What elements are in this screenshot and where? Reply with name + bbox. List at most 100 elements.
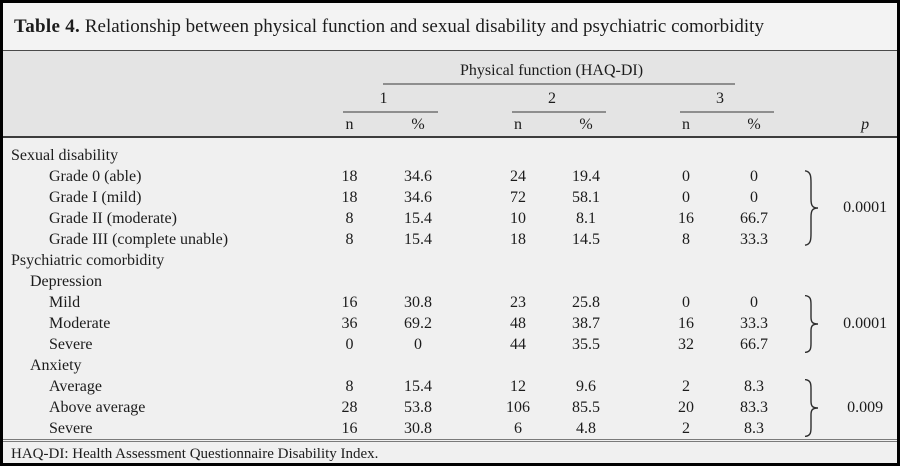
haq-level-1-header: 1 [315,85,452,113]
cell-pct1: 15.4 [404,230,432,248]
section-header-row: Sexual disability [3,137,897,166]
cell-pct1: 30.8 [404,419,432,437]
cell-n3: 0 [682,293,690,311]
cell-pct3: 33.3 [740,314,769,332]
subsection-label: Anxiety [30,356,82,374]
table-row: Severe 0 0 44 35.5 32 66.7 [3,334,897,355]
percent-column-header: % [384,113,452,138]
cell-n3: 0 [682,188,690,206]
p-value: 0.0001 [843,199,888,216]
cell-pct2: 9.6 [576,377,596,395]
empty-cell [833,85,897,113]
gap-cell [620,418,652,439]
cell-pct2: 85.5 [572,398,600,416]
cell-n1: 36 [341,314,358,332]
cell-pct3: 0 [750,293,759,311]
cell-pct3: 66.7 [740,209,769,227]
gap-cell [452,418,484,439]
cell-pct1: 15.4 [404,377,432,395]
row-label: Severe [49,419,93,437]
section-label: Psychiatric comorbidity [11,251,165,269]
gap-cell [452,208,484,229]
subsection-header-row: Depression [3,271,897,292]
table-row: Grade 0 (able) 18 34.6 24 19.4 0 0 0.000… [3,166,897,187]
level-2-rule [512,111,606,113]
cell-n2: 6 [514,419,522,437]
header-level-row: 1 2 3 [3,85,897,113]
cell-pct2: 19.4 [572,167,600,185]
cell-n1: 8 [345,230,354,248]
group-title-rule [383,83,736,85]
cell-n1: 18 [341,188,358,206]
gap-cell [452,85,484,113]
cell-pct1: 30.8 [404,293,432,311]
haq-level-2-label: 2 [548,90,556,107]
cell-pct3: 8.3 [744,419,765,437]
level-3-rule [680,111,775,113]
empty-cell [3,51,315,85]
gap-cell [452,292,484,313]
gap-cell [452,229,484,250]
cell-pct3: 66.7 [740,335,769,353]
cell-n3: 8 [682,230,690,248]
haq-level-3-label: 3 [716,90,725,107]
gap-cell [452,376,484,397]
cell-pct2: 8.1 [576,209,596,227]
section-label: Sexual disability [11,146,119,164]
row-label: Severe [49,335,93,353]
cell-n3: 0 [682,167,690,185]
cell-n2: 72 [510,188,526,206]
cell-n2: 10 [510,209,526,227]
gap-cell [620,208,652,229]
cell-pct3: 0 [750,167,759,185]
gap-cell [620,313,652,334]
cell-n1: 16 [341,419,358,437]
p-value: 0.0001 [843,314,888,332]
cell-n3: 16 [678,209,694,227]
cell-n1: 28 [341,398,358,416]
column-group-header: Physical function (HAQ-DI) [315,51,788,85]
cell-pct1: 34.6 [404,167,432,185]
row-label: Grade 0 (able) [49,167,142,185]
cell-pct3: 8.3 [744,377,765,395]
cell-n1: 0 [345,335,354,353]
table-body: Sexual disability Grade 0 (able) 18 34.6… [3,137,897,439]
table-caption-text: Relationship between physical function a… [80,16,764,37]
n-column-header: n [315,113,384,138]
haq-level-3-header: 3 [652,85,788,113]
cell-n3: 2 [682,377,690,395]
cell-n1: 18 [341,167,358,185]
empty-cell [3,113,315,138]
empty-cell [788,51,833,85]
cell-n1: 16 [341,293,358,311]
n-column-header: n [652,113,720,138]
empty-cell [833,51,897,85]
haq-level-2-header: 2 [484,85,620,113]
table-header: Physical function (HAQ-DI) 1 2 [3,51,897,138]
table-row: Grade I (mild) 18 34.6 72 58.1 0 0 [3,187,897,208]
percent-column-header: % [720,113,789,138]
cell-pct1: 69.2 [404,314,432,332]
cell-n2: 23 [510,293,526,311]
gap-cell [452,113,484,138]
header-np-row: n % n % n % p [3,113,897,138]
table-row: Above average 28 53.8 106 85.5 20 83.3 [3,397,897,418]
gap-cell [620,166,652,187]
gap-cell [620,397,652,418]
gap-cell [620,334,652,355]
cell-pct1: 34.6 [404,188,432,206]
gap-cell [452,187,484,208]
empty-cell [788,85,833,113]
gap-cell [620,229,652,250]
gap-cell [452,334,484,355]
cell-pct2: 38.7 [572,314,600,332]
header-group-title-row: Physical function (HAQ-DI) [3,51,897,85]
cell-pct1: 0 [414,335,422,353]
group-brace [788,292,833,355]
row-label: Grade III (complete unable) [49,230,229,248]
brace-icon [803,379,819,437]
table-row: Severe 16 30.8 6 4.8 2 8.3 [3,418,897,439]
table-number: Table 4. [14,16,81,37]
gap-cell [452,313,484,334]
row-label: Above average [49,398,146,416]
